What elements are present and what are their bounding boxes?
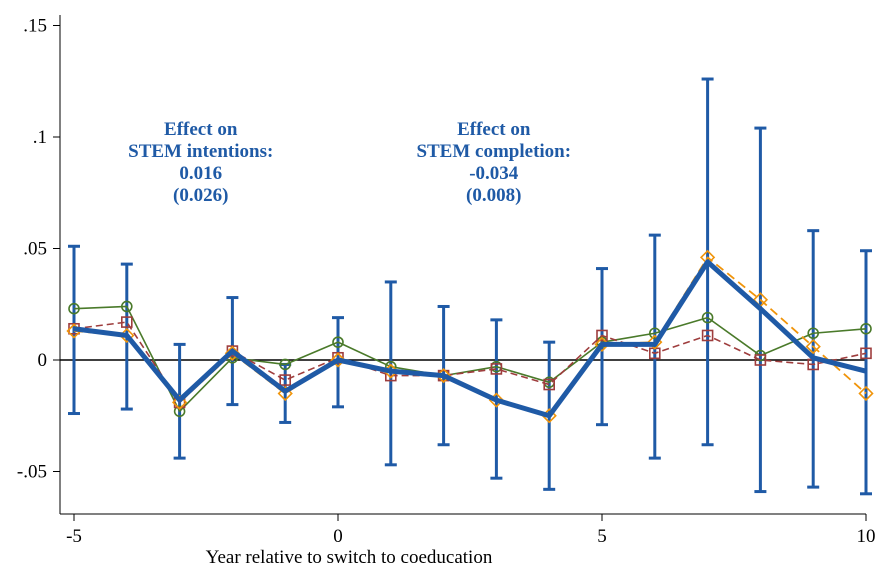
diamond-marker [224,345,241,361]
x-tick-label: 5 [597,526,607,547]
annotation-line: STEM completion: [416,141,571,162]
circle-marker [807,327,820,340]
square-marker [490,363,503,375]
square-marker [860,347,872,360]
y-tick-label: .05 [23,239,47,260]
annotation-completion: Effect on STEM completion: -0.034 (0.008) [416,119,571,206]
series-line-none [73,259,867,419]
series-line-diamond [73,256,867,417]
circle-marker [121,300,133,313]
annotation-line: 0.016 [179,163,222,184]
series-line-square [73,321,867,404]
y-tick-label: 0 [38,350,48,371]
series-line-circle [73,305,867,413]
circle-marker [860,322,872,335]
annotation-intentions: Effect on STEM intentions: 0.016 (0.026) [128,119,273,206]
annotations: Effect on STEM intentions: 0.016 (0.026)Eff… [128,119,571,206]
x-axis-ticks: -5 0 5 10 [66,514,876,547]
y-tick-label: -.05 [17,462,47,483]
diamond-marker [858,385,874,402]
annotation-line: Effect on [457,119,531,140]
square-marker [279,374,292,386]
square-marker [543,378,556,391]
annotation-line: STEM intentions: [128,141,273,162]
x-tick-label: -5 [66,526,82,547]
annotation-line: (0.026) [173,185,228,206]
square-marker [754,354,767,366]
square-marker [121,316,133,328]
square-marker [701,329,714,342]
diamond-marker [171,394,188,411]
circle-marker [332,336,344,348]
annotation-line: (0.008) [466,185,521,206]
y-axis-ticks: -.05 0 .05 .1 .15 [17,16,60,483]
x-tick-label: 0 [333,526,343,547]
circle-marker [279,358,292,371]
circle-marker [68,302,80,315]
y-tick-label: .15 [23,16,47,37]
y-tick-label: .1 [33,127,47,148]
x-axis-title: Year relative to switch to coeducation [206,547,493,568]
annotation-line: Effect on [164,119,238,140]
diamond-marker [330,352,346,368]
series-layer [66,249,874,424]
circle-marker [173,405,186,418]
circle-marker [701,311,714,324]
annotation-line: -0.034 [469,163,519,184]
diamond-marker [805,338,821,355]
square-marker [596,329,608,342]
x-tick-label: 10 [857,526,876,547]
